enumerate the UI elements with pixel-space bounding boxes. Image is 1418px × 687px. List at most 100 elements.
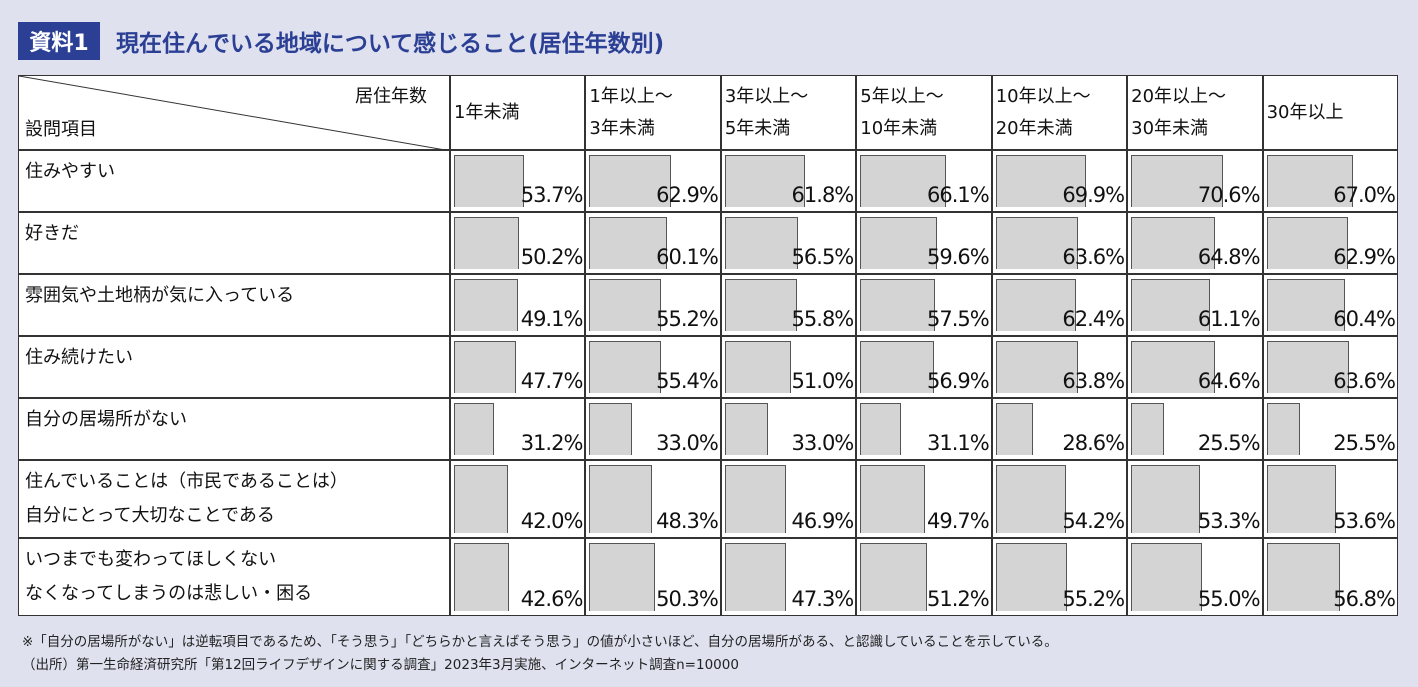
bar	[454, 279, 518, 331]
bar	[995, 155, 1087, 207]
footnote: ※「自分の居場所がない」は逆転項目であるため、「そう思う」「どちらかと言えばそう…	[22, 634, 1058, 650]
value-label: 55.2%	[656, 307, 719, 331]
value-label: 25.5%	[1333, 431, 1396, 455]
bar	[1266, 403, 1300, 455]
bar	[1266, 155, 1354, 207]
bar	[589, 217, 668, 269]
value-label: 42.6%	[520, 587, 584, 611]
value-label: 55.8%	[791, 307, 855, 331]
bar	[724, 155, 805, 207]
value-label: 33.0%	[656, 431, 719, 455]
bar	[454, 403, 495, 455]
bar	[1131, 155, 1223, 207]
bar	[589, 279, 661, 331]
value-label: 67.0%	[1333, 183, 1396, 207]
value-cell: 25.5%	[1127, 398, 1263, 460]
value-label: 63.8%	[1062, 369, 1125, 393]
bar	[860, 279, 935, 331]
bar	[995, 341, 1079, 393]
row-label: いつまでも変わってほしくない なくなってしまうのは悲しい・困る	[18, 538, 450, 616]
value-cell: 51.0%	[720, 336, 857, 398]
value-cell: 55.4%	[585, 336, 721, 398]
value-cell: 54.2%	[991, 460, 1128, 538]
value-cell: 69.9%	[991, 150, 1128, 212]
corner-row: 設問項目	[25, 119, 97, 140]
bar	[724, 279, 798, 331]
column-header: 30年以上	[1262, 75, 1398, 150]
bar	[454, 543, 510, 611]
value-cell: 62.4%	[991, 274, 1128, 336]
value-label: 49.1%	[520, 307, 584, 331]
column-header: 10年以上～ 20年未満	[991, 75, 1128, 150]
bar	[995, 279, 1077, 331]
value-cell: 55.0%	[1127, 538, 1263, 616]
value-label: 55.2%	[1062, 587, 1125, 611]
bar	[1131, 403, 1165, 455]
column-header: 5年以上～ 10年未満	[856, 75, 992, 150]
value-cell: 56.8%	[1262, 538, 1398, 616]
bar	[724, 543, 787, 611]
bar	[860, 543, 927, 611]
value-cell: 33.0%	[585, 398, 721, 460]
value-label: 63.6%	[1333, 369, 1396, 393]
value-label: 28.6%	[1062, 431, 1125, 455]
value-label: 42.0%	[520, 509, 584, 533]
bar	[724, 341, 791, 393]
column-header: 20年以上～ 30年未満	[1127, 75, 1263, 150]
value-label: 64.8%	[1197, 245, 1261, 269]
value-label: 49.7%	[926, 509, 990, 533]
value-label: 70.6%	[1197, 183, 1261, 207]
value-cell: 53.7%	[450, 150, 586, 212]
bar	[1266, 465, 1336, 533]
value-label: 62.9%	[656, 183, 719, 207]
row-label: 住んでいることは（市民であることは） 自分にとって大切なことである	[18, 460, 450, 538]
value-label: 50.2%	[520, 245, 584, 269]
value-cell: 31.2%	[450, 398, 586, 460]
bar	[860, 403, 901, 455]
value-label: 50.3%	[656, 587, 719, 611]
row-label: 住みやすい	[18, 150, 450, 212]
value-label: 31.1%	[926, 431, 990, 455]
value-cell: 42.0%	[450, 460, 586, 538]
value-label: 53.7%	[520, 183, 584, 207]
bar	[995, 217, 1079, 269]
bar	[589, 341, 662, 393]
value-label: 59.6%	[926, 245, 990, 269]
value-label: 56.9%	[926, 369, 990, 393]
value-label: 62.9%	[1333, 245, 1396, 269]
row-label: 自分の居場所がない	[18, 398, 450, 460]
corner-cell: 居住年数 設問項目	[18, 75, 451, 151]
value-label: 51.0%	[791, 369, 855, 393]
value-label: 66.1%	[926, 183, 990, 207]
value-cell: 42.6%	[450, 538, 586, 616]
value-label: 60.4%	[1333, 307, 1396, 331]
bar	[860, 341, 934, 393]
value-label: 25.5%	[1197, 431, 1261, 455]
column-header: 1年未満	[450, 75, 586, 150]
value-cell: 25.5%	[1262, 398, 1398, 460]
column-header: 3年以上～ 5年未満	[720, 75, 857, 150]
value-label: 53.6%	[1333, 509, 1396, 533]
bar	[454, 155, 524, 207]
value-cell: 51.2%	[856, 538, 992, 616]
value-cell: 63.8%	[991, 336, 1128, 398]
value-label: 47.3%	[791, 587, 855, 611]
footnote: （出所）第一生命経済研究所「第12回ライフデザインに関する調査」2023年3月実…	[22, 657, 739, 673]
bar	[1266, 217, 1348, 269]
bar	[1131, 279, 1211, 331]
value-cell: 62.9%	[1262, 212, 1398, 274]
value-label: 61.1%	[1197, 307, 1261, 331]
value-cell: 49.7%	[856, 460, 992, 538]
bar	[454, 465, 509, 533]
bar	[724, 403, 768, 455]
value-label: 55.0%	[1197, 587, 1261, 611]
value-label: 51.2%	[926, 587, 990, 611]
bar	[589, 155, 671, 207]
value-label: 46.9%	[791, 509, 855, 533]
value-label: 54.2%	[1062, 509, 1125, 533]
bar	[589, 543, 655, 611]
value-label: 63.6%	[1062, 245, 1125, 269]
bar	[1131, 543, 1203, 611]
value-cell: 31.1%	[856, 398, 992, 460]
value-cell: 59.6%	[856, 212, 992, 274]
